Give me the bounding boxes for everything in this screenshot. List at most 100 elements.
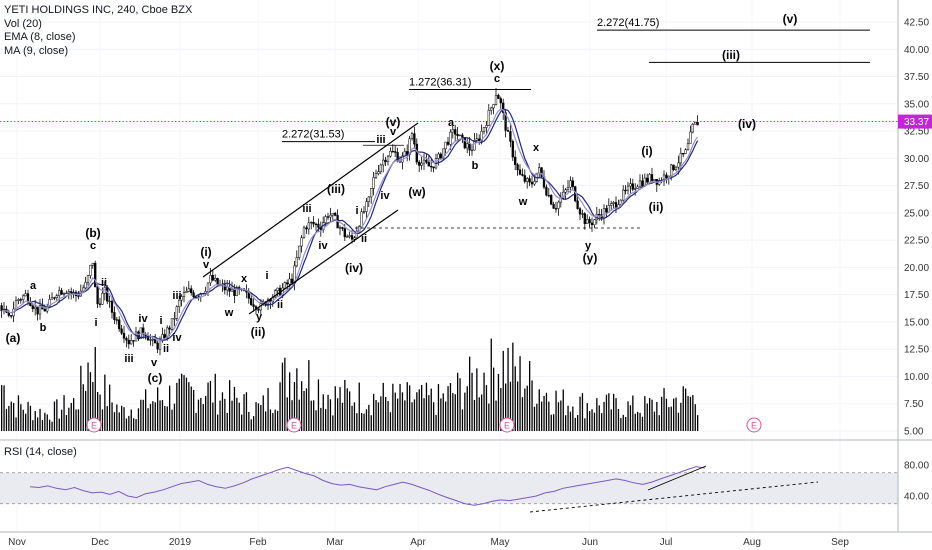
volume-bar: [629, 405, 632, 431]
candle-body: [58, 290, 61, 296]
volume-bar: [209, 380, 212, 431]
candle-body: [283, 282, 286, 289]
time-tick-label: Apr: [410, 537, 426, 548]
volume-bar: [164, 406, 166, 431]
volume-bar: [188, 382, 190, 431]
volume-bar: [533, 406, 536, 431]
moving-averages: [0, 108, 898, 342]
volume-bar: [154, 402, 156, 431]
candle-body: [379, 164, 382, 172]
candle-body: [518, 169, 522, 175]
wave-label: b: [40, 322, 47, 334]
volume-bar: [601, 413, 603, 431]
candle-body: [156, 342, 159, 350]
volume-bar: [53, 401, 56, 431]
candle-body: [10, 315, 13, 317]
price-tick-label: 30.00: [904, 154, 929, 165]
volume-bar: [368, 404, 370, 431]
time-tick-label: Jun: [582, 537, 598, 548]
volume-bar: [632, 395, 634, 431]
candle-body: [674, 166, 678, 170]
volume-bar: [332, 415, 334, 431]
volume-bar: [673, 398, 675, 431]
candle-body: [528, 178, 531, 183]
candle-body: [470, 149, 474, 152]
volume-bar: [382, 382, 384, 431]
volume-bar: [689, 396, 692, 431]
candle-body: [593, 219, 596, 226]
wave-label: iii: [302, 203, 311, 215]
volume-bar: [80, 365, 82, 431]
candle-body: [384, 159, 387, 163]
volume-bar: [665, 398, 668, 431]
candle-body: [24, 293, 27, 297]
candle-body: [578, 208, 582, 215]
rsi-pane: 80.00 40.00: [0, 461, 929, 513]
price-tick-label: 25.00: [904, 208, 929, 219]
wave-label: (iii): [722, 48, 740, 62]
volume-bar: [166, 406, 168, 431]
candle-body: [36, 306, 39, 315]
wave-label: i: [265, 270, 268, 282]
wave-label: (x): [490, 59, 505, 73]
candle-body: [552, 204, 555, 209]
volume-bar: [337, 398, 339, 431]
volume-bar: [61, 409, 63, 431]
candle-body: [665, 174, 668, 179]
candle-body: [554, 208, 558, 210]
volume-bar: [17, 395, 20, 431]
volume-bar: [65, 414, 68, 431]
candle-body: [65, 292, 68, 295]
candle-body: [487, 109, 490, 126]
volume-bar: [217, 414, 219, 431]
candle-body: [43, 308, 46, 312]
time-tick-label: Nov: [8, 537, 26, 548]
candle-body: [583, 213, 586, 224]
volume-bar: [577, 415, 579, 431]
volume-bar: [593, 412, 596, 431]
volume-bar: [140, 399, 142, 431]
candle-body: [499, 98, 502, 104]
volume-bar: [505, 383, 507, 431]
wave-label: (b): [85, 226, 100, 240]
candle-body: [350, 235, 354, 240]
candle-body: [14, 300, 18, 310]
candle-body: [120, 328, 123, 334]
volume-bar: [233, 386, 236, 431]
volume-bar: [85, 390, 87, 431]
candle-body: [127, 339, 130, 345]
candle-body: [521, 174, 524, 176]
volume-bar: [99, 394, 101, 431]
volume-bar: [411, 402, 413, 431]
candle-body: [638, 180, 642, 188]
volume-bar: [680, 402, 682, 431]
candle-body: [377, 171, 380, 174]
candle-body: [353, 237, 356, 240]
candle-body: [497, 94, 500, 99]
time-tick-label: Sep: [831, 537, 849, 548]
volume-bar: [63, 395, 65, 431]
wave-label: c: [90, 240, 96, 252]
rsi-line: [29, 466, 706, 506]
volume-bar: [543, 396, 545, 431]
candle-body: [175, 306, 178, 319]
candle-body: [216, 278, 219, 285]
volume-bar: [349, 391, 351, 431]
volume-bar: [637, 411, 639, 431]
wave-label: (ii): [649, 200, 664, 214]
volume-bar: [495, 400, 497, 431]
volume-bar: [341, 402, 344, 431]
time-tick-label: Jul: [660, 537, 673, 548]
candle-body: [302, 227, 306, 238]
rsi-band: [0, 472, 898, 504]
candle-body: [211, 275, 214, 281]
volume-bars: [1, 338, 699, 431]
volume-bar: [183, 375, 185, 431]
volume-bar: [569, 411, 572, 431]
volume-bar: [437, 384, 440, 431]
price-tick-label: 7.50: [904, 399, 924, 410]
candle-body: [540, 167, 543, 177]
candle-body: [108, 300, 111, 303]
volume-bar: [464, 392, 466, 431]
